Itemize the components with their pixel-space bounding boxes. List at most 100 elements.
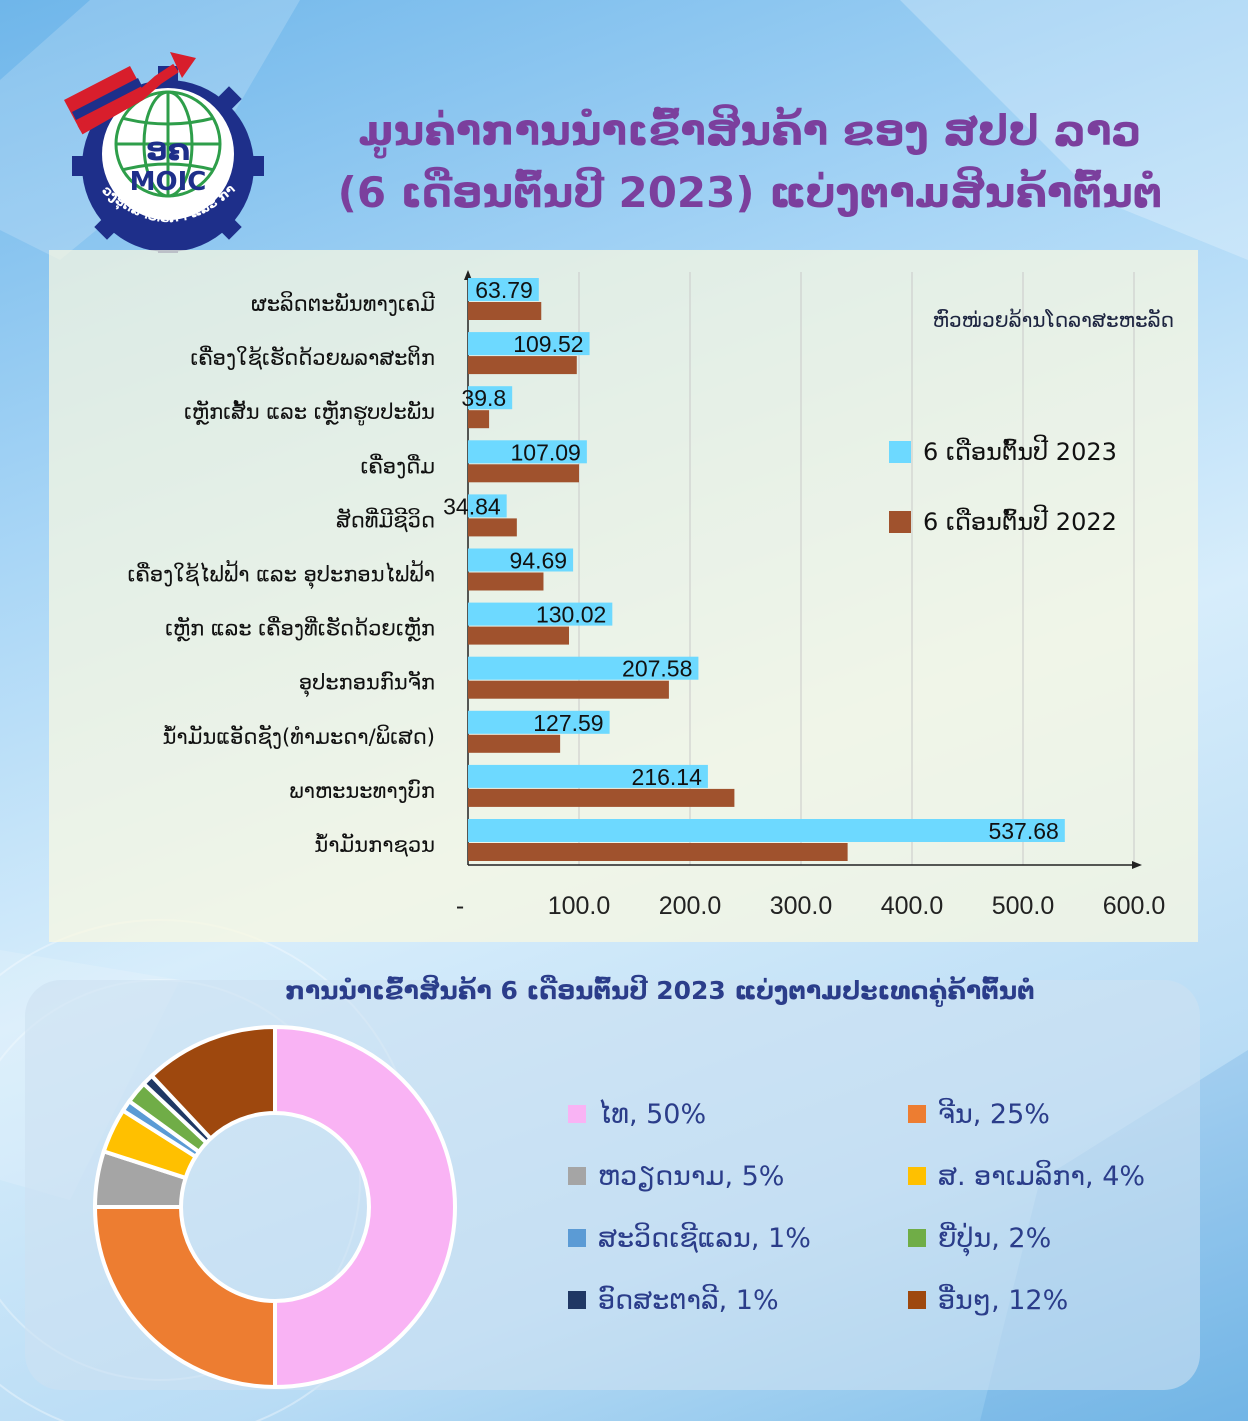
legend-item-2022: 6 ເດືອນຕົ້ນປີ 2022 [889,508,1117,536]
legend-label: ໄທ, 50% [598,1098,707,1130]
bar-2022 [468,410,490,429]
legend-label: ສ. ອາເມລິກາ, 4% [938,1160,1146,1192]
legend-swatch [908,1167,926,1185]
category-label: ອຸປະກອນກົນຈັກ [299,669,435,697]
bar-2022 [468,356,577,375]
data-label-2023: 216.14 [632,764,703,790]
bar-2023 [468,656,699,680]
data-label-2023: 34.84 [443,493,501,519]
legend-swatch [568,1105,586,1123]
x-tick-label: 500.0 [992,892,1055,920]
pie-chart-title: ການນໍາເຂົ້າສິນຄ້າ 6 ເດືອນຕົ້ນປີ 2023 ແບ່… [285,976,1035,1005]
title-line-2: (6 ເດືອນຕົ້ນປີ 2023) ແບ່ງຕາມສິນຄ້າຕົ້ນຕໍ [337,168,1163,217]
bar-chart: - 100.0 200.0 300.0 400.0 500.0 600.0 ຜະລິດຕະພັ… [128,270,1166,920]
donut-legend-item: ສ. ອາເມລິກາ, 4% [908,1160,1188,1192]
bar-2022 [468,302,542,320]
donut-legend-item: ຫວຽດນາມ, 5% [568,1160,908,1192]
legend-swatch [568,1291,586,1309]
donut-legend-item: ອື່ນໆ, 12% [908,1284,1188,1316]
bar-2022 [468,572,544,591]
unit-label: ຫົວໜ່ວຍລ້ານໂດລາສະຫະລັດ [932,308,1174,332]
logo-abbr-en: MOIC [130,167,207,197]
legend-label: ຈີນ, 25% [938,1098,1050,1130]
bar-2022 [468,843,848,861]
bar-legend: 6 ເດືອນຕົ້ນປີ 2023 6 ເດືອນຕົ້ນປີ 2022 [889,438,1117,578]
legend-label: ສະວິດເຊີແລນ, 1% [598,1222,811,1254]
data-label-2023: 127.59 [533,710,603,736]
bar-2023 [468,548,574,572]
data-label-2023: 39.8 [461,385,506,411]
data-label-2023: 94.69 [510,548,568,574]
category-label: ສັດທີ່ມີຊີວິດ [336,507,435,532]
legend-swatch [568,1229,586,1247]
category-label: ເຫຼັກ ແລະ ເຄື່ອງທີ່ເຮັດດ້ວຍເຫຼັກ [165,615,435,642]
donut-slice [92,1205,277,1390]
bar-2022 [468,734,561,753]
data-label-2023: 109.52 [513,331,583,357]
data-label-2023: 207.58 [622,656,692,682]
bar-2023 [468,278,539,301]
legend-swatch [908,1229,926,1247]
donut-legend-item: ສະວິດເຊີແລນ, 1% [568,1222,908,1254]
x-tick-label: 200.0 [659,892,722,920]
page-title: ມູນຄ່າການນໍາເຂົ້າສິນຄ້າ ຂອງ ສປປ ລາວ (6 ເ… [300,100,1200,224]
bar-2023 [468,494,507,518]
legend-label: ອົດສະຕາລີ, 1% [598,1284,779,1316]
legend-label-2022: 6 ເດືອນຕົ້ນປີ 2022 [923,508,1117,536]
donut-chart [92,1025,457,1390]
x-tick-label: 100.0 [548,892,611,920]
bar-2023 [468,602,613,626]
bar-2023 [468,819,1065,842]
data-label-2023: 63.79 [475,277,533,303]
x-tick-label: 600.0 [1103,892,1166,920]
x-tick-label: - [456,892,464,920]
legend-label-2023: 6 ເດືອນຕົ້ນປີ 2023 [923,438,1117,466]
legend-swatch [568,1167,586,1185]
donut-legend: ໄທ, 50% ຈີນ, 25% ຫວຽດນາມ, 5% ສ. ອາເມລິກາ, 4… [568,1098,1188,1316]
globe-icon [114,90,222,198]
x-tick-label: 400.0 [881,892,944,920]
x-tick-label: 300.0 [770,892,833,920]
bar-2022 [468,680,669,699]
bar-2023 [468,386,513,410]
donut-slice [148,1025,277,1142]
bar-2022 [468,788,735,807]
bar-2022 [468,464,579,483]
legend-item-2023: 6 ເດືອນຕົ້ນປີ 2023 [889,438,1117,466]
bar-2023 [468,440,587,464]
donut-legend-item: ຈີນ, 25% [908,1098,1188,1130]
title-line-1: ມູນຄ່າການນໍາເຂົ້າສິນຄ້າ ຂອງ ສປປ ລາວ [358,106,1142,155]
category-label: ນ້ຳມັນກາຊວນ [314,832,435,857]
legend-swatch-2023 [889,441,911,463]
data-label-2023: 537.68 [988,818,1058,844]
flag-arrow-icon [64,52,196,135]
category-label: ເຄື່ອງໃຊ້ໄຟຟ້າ ແລະ ອຸປະກອນໄຟຟ້າ [128,560,436,590]
data-label-2023: 107.09 [511,439,581,465]
category-label: ຜະລິດຕະພັນທາງເຄມີ [251,291,435,316]
bar-2023 [468,764,708,788]
donut-legend-item: ຍີ່ປຸ່ນ, 2% [908,1222,1188,1254]
legend-swatch [908,1291,926,1309]
legend-label: ຫວຽດນາມ, 5% [598,1160,785,1192]
category-label: ນ້ຳມັນແອັດຊັງ(ທຳມະດາ/ພິເສດ) [163,724,435,749]
category-label: ເຄື່ອງໃຊ້ເຮັດດ້ວຍພລາສະຕິກ [190,345,435,370]
bar-2023 [468,710,610,734]
legend-label: ຍີ່ປຸ່ນ, 2% [938,1222,1052,1254]
moic-logo: ອຄ MOIC ກະຊວງອຸດສາຫະກຳ ແລະ ການຄ້າ [50,38,264,253]
legend-swatch-2022 [889,511,911,533]
donut-slice [273,1025,457,1390]
x-axis-arrow [1132,861,1142,869]
bar-2023 [468,332,590,356]
legend-swatch [908,1105,926,1123]
donut-legend-item: ໄທ, 50% [568,1098,908,1130]
bar-2022 [468,518,517,537]
legend-label: ອື່ນໆ, 12% [938,1284,1069,1316]
data-label-2023: 130.02 [536,602,606,628]
logo-abbr-lao: ອຄ [146,133,190,168]
donut-legend-item: ອົດສະຕາລີ, 1% [568,1284,908,1316]
y-axis-arrow [464,270,472,280]
bar-chart-panel: - 100.0 200.0 300.0 400.0 500.0 600.0 ຜະລິດຕະພັ… [49,250,1198,942]
category-label: ພາຫະນະທາງບົກ [289,779,435,803]
category-label: ເຄື່ອງດື່ມ [360,453,435,478]
bar-2022 [468,626,570,645]
